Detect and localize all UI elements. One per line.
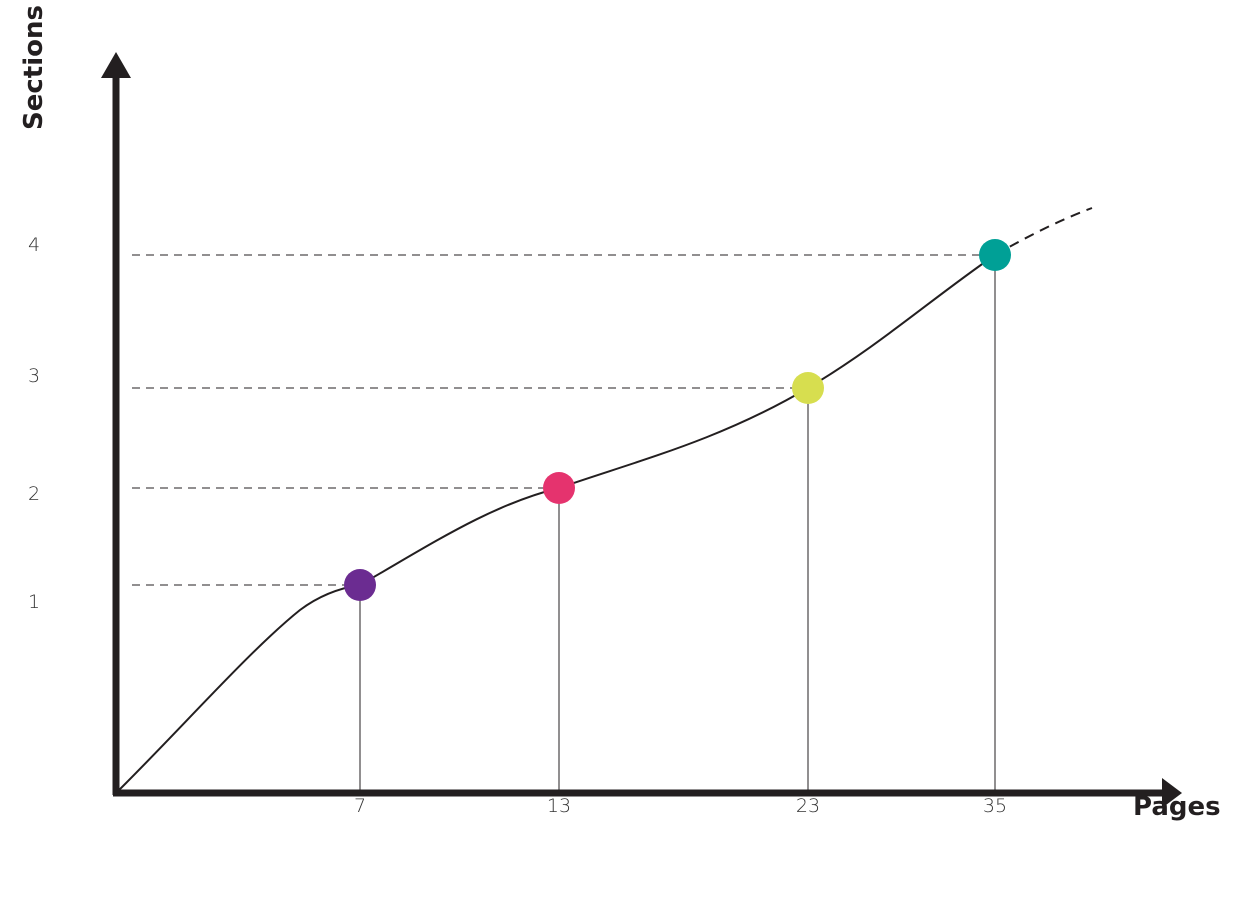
y-tick-label-2: 2	[28, 483, 40, 505]
x-tick-label-3: 23	[796, 795, 820, 817]
x-tick-label-2: 13	[547, 795, 571, 817]
data-curve	[115, 254, 996, 794]
x-axis-arrowhead	[1162, 778, 1182, 808]
data-point-4	[979, 239, 1011, 271]
guide-lines	[132, 254, 996, 793]
data-point-1	[344, 569, 376, 601]
x-axis-title: Pages	[1133, 792, 1221, 822]
y-axis-arrowhead	[101, 52, 131, 78]
x-tick-label-4: 35	[983, 795, 1007, 817]
y-axis-title: Sections	[19, 5, 49, 130]
data-point-3	[792, 372, 824, 404]
data-point-2	[543, 472, 575, 504]
y-tick-label-3: 3	[28, 365, 40, 387]
y-tick-label-1: 1	[28, 591, 40, 613]
y-tick-label-4: 4	[28, 234, 40, 256]
x-tick-label-1: 7	[354, 795, 366, 817]
curve-layer	[115, 207, 1093, 794]
data-points	[344, 239, 1011, 601]
curve-extension	[994, 207, 1093, 256]
axes	[101, 52, 1182, 808]
